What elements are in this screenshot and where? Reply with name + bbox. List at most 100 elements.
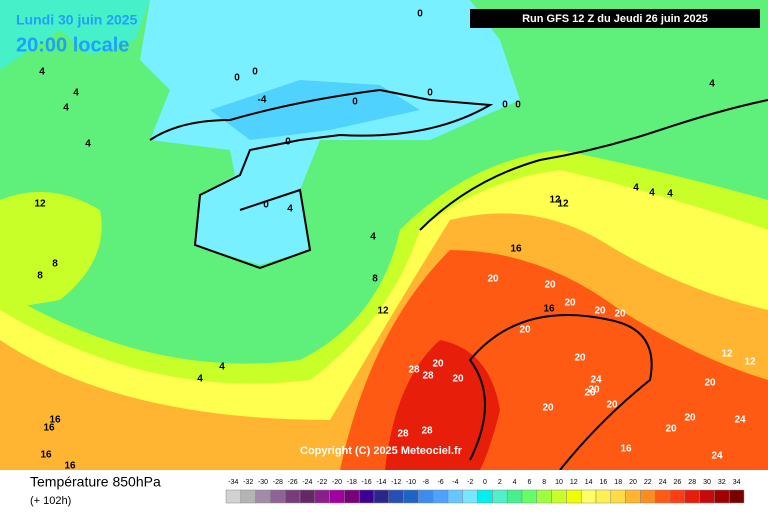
contour-label: 16: [49, 415, 61, 426]
contour-label: 4: [197, 374, 203, 385]
scale-label: 34: [733, 479, 741, 486]
scale-label: 16: [600, 479, 608, 486]
scale-label: -22: [317, 479, 327, 486]
scale-label: -32: [243, 479, 253, 486]
contour-label: 20: [584, 388, 596, 399]
contour-label: 12: [744, 357, 756, 368]
scale-label: 32: [718, 479, 726, 486]
contour-label: 16: [64, 461, 76, 472]
scale-swatch: [388, 489, 404, 504]
scale-label: 2: [498, 479, 502, 486]
contour-label: 0: [285, 137, 291, 148]
contour-label: 4: [73, 88, 79, 99]
scale-swatch: [358, 489, 375, 504]
zone: [0, 0, 150, 70]
contour-label: 20: [594, 306, 606, 317]
scale-label: 12: [570, 479, 578, 486]
contour-label: 20: [574, 353, 586, 364]
scale-swatch: [551, 489, 567, 504]
zone: [385, 340, 500, 470]
contour-label: 4: [633, 183, 639, 194]
scale-label: -4: [452, 479, 458, 486]
contour-label: 12: [557, 199, 569, 210]
zone: [140, 0, 520, 265]
scale-swatch: [225, 489, 242, 504]
contour-label: 12: [721, 349, 733, 360]
contour-label: 20: [519, 325, 531, 336]
contour-label: 20: [542, 403, 554, 414]
scale-label: -20: [332, 479, 342, 486]
contour-label: 20: [487, 274, 499, 285]
legend-title: Température 850hPa: [30, 474, 161, 490]
scale-swatch: [699, 489, 715, 504]
scale-swatch: [270, 489, 286, 504]
contour-label: 24: [590, 375, 602, 386]
contour-label: 0: [263, 200, 269, 211]
contour-label: 4: [63, 103, 69, 114]
scale-label: 20: [629, 479, 637, 486]
legend-subtitle: (+ 102h): [30, 495, 71, 507]
contour-label: 24: [711, 451, 723, 462]
scale-swatch: [728, 489, 745, 504]
scale-label: -8: [423, 479, 429, 486]
scale-swatch: [492, 489, 508, 504]
scale-label: -28: [273, 479, 283, 486]
contour-label: 28: [422, 371, 434, 382]
scale-label: -34: [228, 479, 238, 486]
scale-swatch: [255, 489, 271, 504]
contour-label: 8: [37, 271, 43, 282]
contour-label: 4: [709, 79, 715, 90]
scale-swatch: [669, 489, 686, 504]
time: 20:00 locale: [16, 34, 129, 56]
scale-label: 22: [644, 479, 652, 486]
scale-swatch: [714, 489, 730, 504]
scale-label: -2: [467, 479, 473, 486]
scale-label: -18: [347, 479, 357, 486]
scale-label: 14: [585, 479, 593, 486]
scale-swatch: [625, 489, 641, 504]
contour-label: 20: [614, 309, 626, 320]
contour-label: 20: [432, 359, 444, 370]
scale-label: 4: [513, 479, 517, 486]
contour-label: 0: [515, 100, 521, 111]
contour-label: 20: [665, 424, 677, 435]
scale-swatch: [640, 489, 656, 504]
contour-label: 4: [370, 232, 376, 243]
scale-label: 30: [703, 479, 711, 486]
run-info: Run GFS 12 Z du Jeudi 26 juin 2025: [522, 13, 708, 25]
scale-swatch: [506, 489, 523, 504]
contour-label: 0: [234, 73, 240, 84]
contour-label: 4: [667, 189, 673, 200]
contour-label: 4: [649, 188, 655, 199]
scale-swatch: [610, 489, 626, 504]
scale-swatch: [299, 489, 316, 504]
contour-label: 12: [34, 199, 46, 210]
contour-label: 4: [39, 67, 45, 78]
contour-label: 20: [588, 385, 600, 396]
zone: [210, 80, 420, 140]
scale-label: 18: [614, 479, 622, 486]
contour-label: 20: [564, 298, 576, 309]
copyright: Copyright (C) 2025 Meteociel.fr: [300, 445, 463, 457]
scale-label: 26: [674, 479, 682, 486]
scale-label: 24: [659, 479, 667, 486]
scale-swatch: [580, 489, 597, 504]
scale-swatch: [447, 489, 464, 504]
coastlines: [149, 88, 768, 471]
contour-label: 4: [219, 362, 225, 373]
contour-label: 20: [544, 280, 556, 291]
scale-swatch: [329, 489, 345, 504]
scale-swatch: [462, 489, 478, 504]
scale-label: -26: [288, 479, 298, 486]
contour-label: 12: [377, 306, 389, 317]
scale-swatch: [536, 489, 552, 504]
scale-label: -14: [376, 479, 386, 486]
contour-label: 20: [606, 400, 618, 411]
scale-label: 10: [555, 479, 563, 486]
scale-label: -24: [302, 479, 312, 486]
contour-label: 0: [352, 97, 358, 108]
scale-swatch: [373, 489, 390, 504]
scale-swatch: [521, 489, 538, 504]
scale-label: 6: [527, 479, 531, 486]
